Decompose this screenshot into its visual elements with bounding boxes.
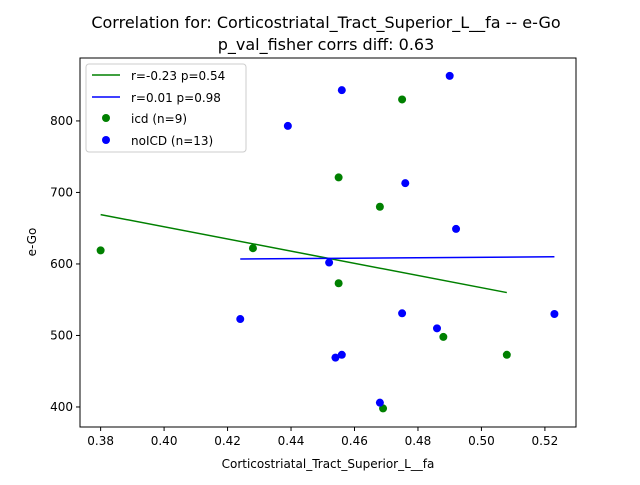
data-point-icd — [398, 95, 407, 104]
y-tick-label: 400 — [50, 400, 73, 414]
data-point-noicd — [325, 258, 334, 267]
data-point-noicd — [550, 310, 559, 319]
fit-line-noicd — [240, 256, 555, 260]
y-tick-label: 600 — [50, 257, 73, 271]
chart-title: Correlation for: Corticostriatal_Tract_S… — [91, 13, 560, 33]
regression-lines — [100, 213, 555, 294]
data-point-icd — [96, 246, 105, 255]
x-tick-label: 0.50 — [468, 434, 495, 448]
legend: r=-0.23 p=0.54 r=0.01 p=0.98 icd (n=9) n… — [85, 63, 247, 153]
data-point-noicd — [283, 121, 292, 130]
data-point-noicd — [452, 224, 461, 233]
data-point-icd — [334, 279, 343, 288]
data-point-noicd — [337, 86, 346, 95]
chart-subtitle: p_val_fisher corrs diff: 0.63 — [218, 35, 435, 55]
legend-label-fit-icd: r=-0.23 p=0.54 — [131, 69, 225, 83]
data-point-icd — [502, 350, 511, 359]
data-point-noicd — [337, 350, 346, 359]
data-point-icd — [248, 244, 257, 253]
plot-area-frame — [79, 57, 577, 428]
legend-marker-icd — [102, 114, 110, 122]
y-axis-ticks: 400 500 600 700 800 — [50, 114, 80, 414]
x-tick-label: 0.46 — [341, 434, 368, 448]
legend-label-fit-noicd: r=0.01 p=0.98 — [131, 91, 221, 105]
y-tick-label: 800 — [50, 114, 73, 128]
data-point-noicd — [375, 398, 384, 407]
x-axis-ticks: 0.38 0.40 0.42 0.44 0.46 0.48 0.50 0.52 — [87, 427, 558, 448]
x-tick-label: 0.38 — [87, 434, 114, 448]
data-point-icd — [439, 332, 448, 341]
x-tick-label: 0.48 — [405, 434, 432, 448]
data-point-noicd — [398, 309, 407, 318]
x-tick-label: 0.42 — [214, 434, 241, 448]
data-point-icd — [375, 202, 384, 211]
legend-marker-noicd — [102, 136, 110, 144]
x-tick-label: 0.40 — [151, 434, 178, 448]
legend-label-icd: icd (n=9) — [131, 112, 187, 126]
y-tick-label: 700 — [50, 185, 73, 199]
x-tick-label: 0.52 — [532, 434, 559, 448]
data-point-noicd — [445, 71, 454, 80]
data-point-noicd — [401, 179, 410, 188]
data-point-noicd — [331, 353, 340, 362]
data-point-noicd — [236, 315, 245, 324]
x-axis-label: Corticostriatal_Tract_Superior_L__fa — [222, 457, 435, 471]
y-axis-label: e-Go — [25, 228, 39, 257]
legend-box — [85, 63, 247, 153]
data-points — [96, 71, 559, 413]
data-point-icd — [334, 173, 343, 182]
data-point-noicd — [433, 324, 442, 333]
x-tick-label: 0.44 — [278, 434, 305, 448]
fit-line-icd — [100, 213, 507, 294]
y-tick-label: 500 — [50, 328, 73, 342]
legend-label-noicd: noICD (n=13) — [131, 134, 213, 148]
